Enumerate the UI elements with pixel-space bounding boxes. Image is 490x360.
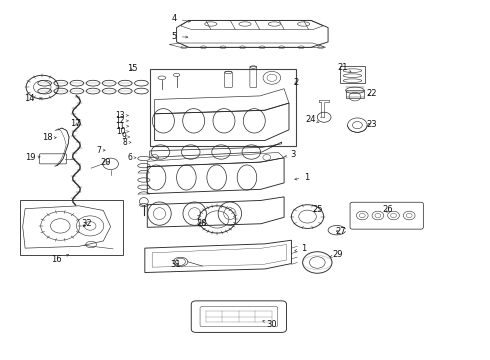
Text: 24: 24 [306, 115, 319, 124]
Text: 9: 9 [122, 132, 130, 141]
Text: 21: 21 [338, 63, 351, 72]
Text: 1: 1 [295, 173, 310, 182]
Text: 1: 1 [294, 244, 306, 253]
Text: 16: 16 [51, 255, 69, 265]
Text: 11: 11 [116, 122, 129, 131]
Text: 29: 29 [330, 250, 343, 259]
Text: 3: 3 [285, 150, 295, 159]
Text: 31: 31 [171, 260, 181, 269]
Text: 30: 30 [263, 320, 277, 329]
Text: 22: 22 [367, 89, 377, 98]
Text: 14: 14 [24, 94, 42, 103]
Bar [20, 200, 123, 255]
Text: 10: 10 [117, 127, 129, 136]
Text: 27: 27 [335, 228, 345, 237]
Text: 19: 19 [25, 153, 40, 162]
Text: 32: 32 [81, 219, 92, 228]
Text: 2: 2 [294, 78, 299, 87]
Text: 17: 17 [70, 119, 80, 128]
Text: 12: 12 [116, 116, 128, 125]
Text: 8: 8 [123, 138, 131, 147]
Text: 28: 28 [196, 219, 207, 228]
Text: 13: 13 [116, 111, 128, 120]
Text: 18: 18 [42, 133, 56, 142]
Text: 15: 15 [127, 64, 138, 73]
Text: 7: 7 [96, 146, 105, 155]
Text: 6: 6 [128, 153, 136, 162]
Text: 20: 20 [100, 158, 111, 167]
Text: 25: 25 [312, 205, 322, 214]
Text: 23: 23 [367, 120, 377, 129]
Text: 26: 26 [383, 205, 393, 214]
Text: 5: 5 [172, 32, 188, 41]
Bar [150, 69, 296, 146]
Text: 4: 4 [172, 14, 190, 23]
Bar [340, 66, 365, 83]
